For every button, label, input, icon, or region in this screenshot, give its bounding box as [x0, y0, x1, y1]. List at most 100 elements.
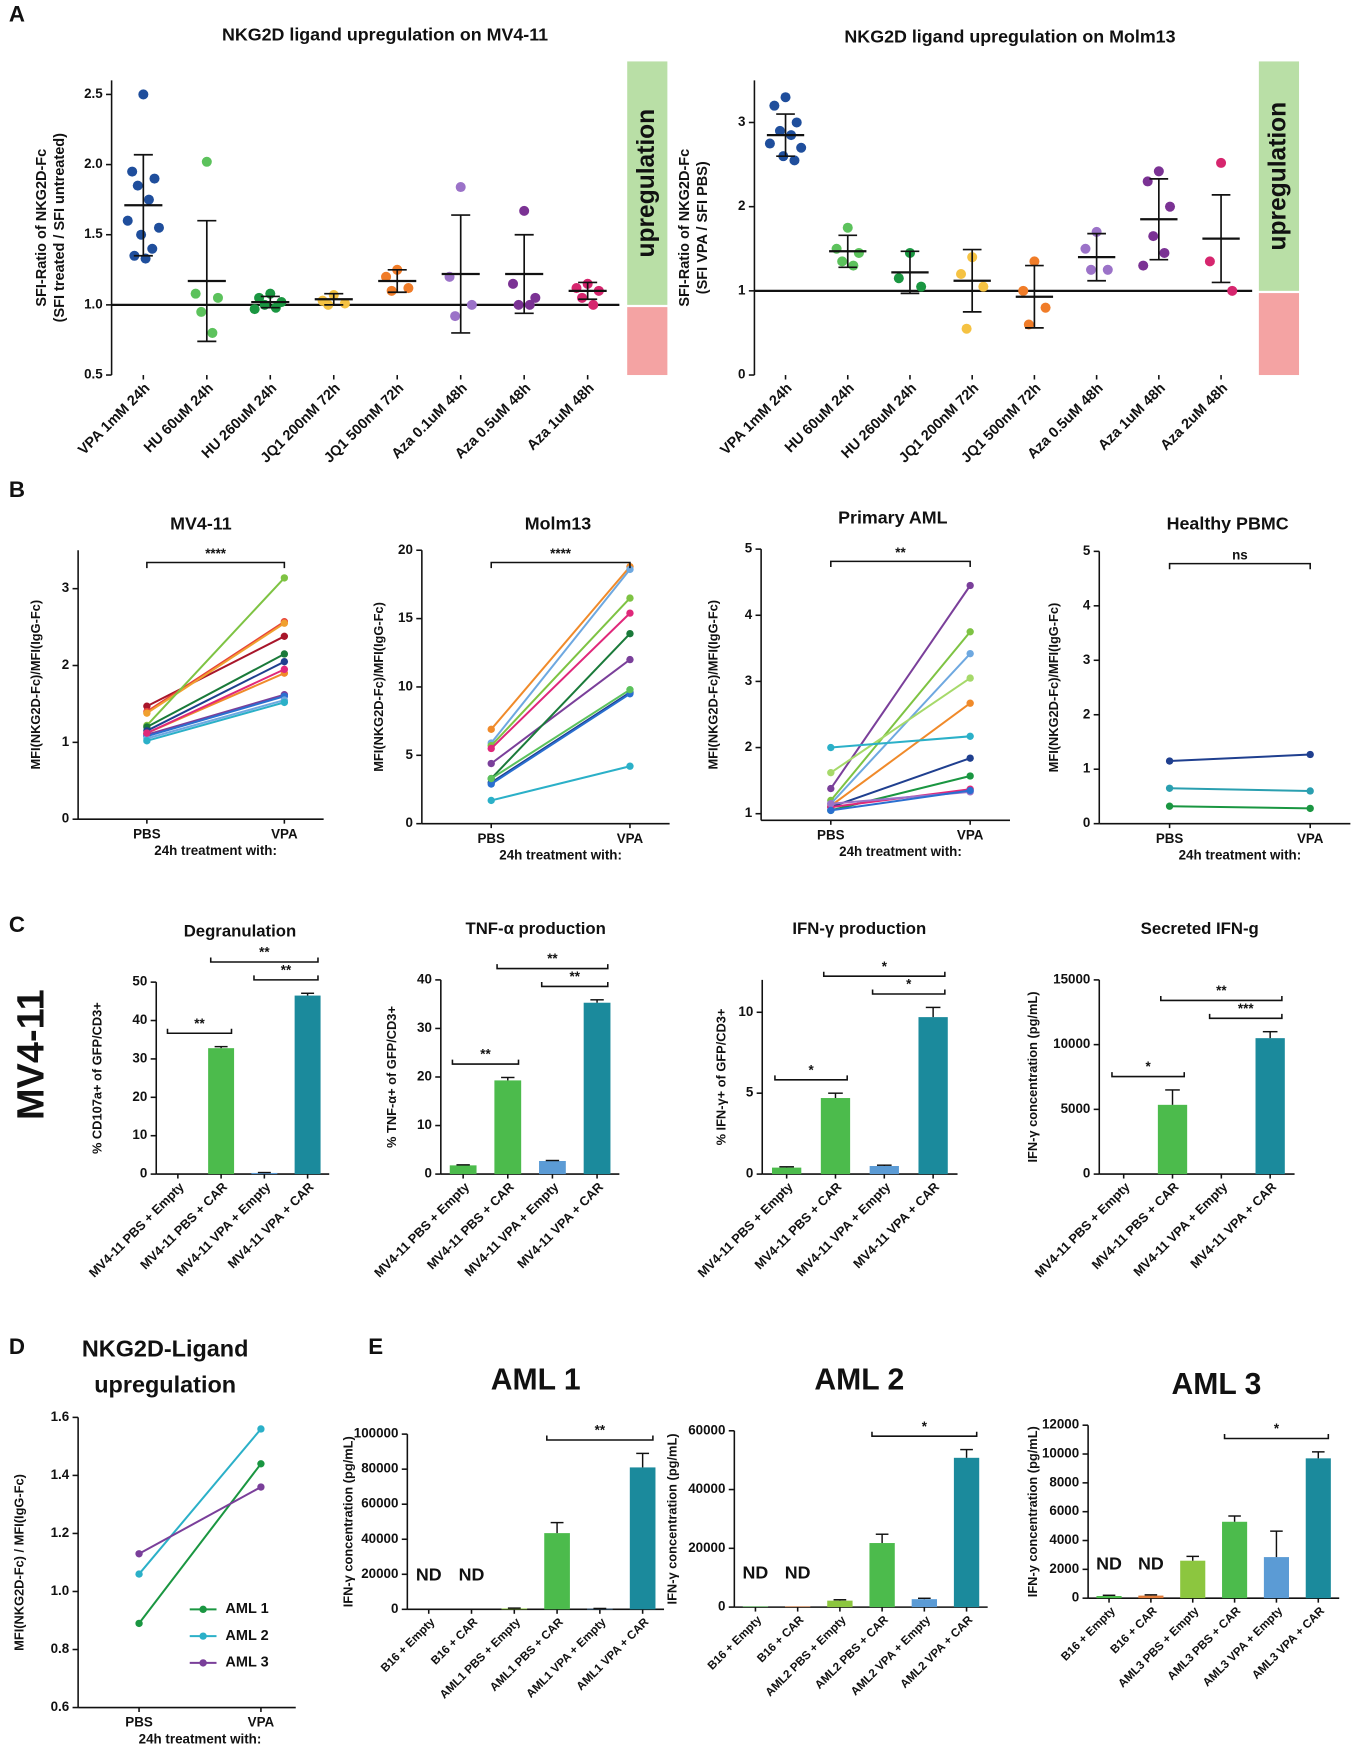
point	[386, 285, 397, 296]
y-tick-label: 5	[746, 1085, 754, 1100]
x-tick-label: MV4-11 PBS + Empty	[695, 1179, 797, 1281]
chart-title: NKG2D-Ligand	[82, 1336, 249, 1362]
panel-label: C	[9, 912, 25, 937]
point	[827, 769, 835, 777]
y-tick-label: 2	[62, 657, 69, 672]
y-axis-label: % TNF-α+ of GFP/CD3+	[384, 1006, 399, 1148]
point	[1142, 176, 1153, 187]
bar	[1157, 1104, 1188, 1175]
series-line	[490, 765, 631, 802]
point	[257, 1483, 265, 1491]
bar	[294, 995, 321, 1175]
y-tick-label: 0	[140, 1166, 147, 1181]
point	[143, 702, 151, 710]
series-line	[146, 620, 285, 713]
point	[1138, 260, 1149, 271]
point	[827, 743, 835, 752]
point	[966, 732, 974, 740]
chart-title: Molm13	[525, 513, 592, 533]
x-tick-label: AML3 VPA + CAR	[1250, 1604, 1328, 1682]
y-tick-label: 40000	[688, 1481, 725, 1496]
y-tick-label: 10	[738, 1004, 753, 1019]
x-tick-label: AML2 VPA + Empty	[848, 1613, 933, 1698]
x-tick-label: VPA	[248, 1715, 275, 1730]
significance-label: ****	[550, 546, 572, 561]
point	[196, 306, 207, 317]
point	[1165, 784, 1174, 792]
point	[280, 657, 289, 666]
significance-bracket	[451, 1059, 520, 1065]
panel-label: A	[9, 2, 25, 27]
y-tick-label: 0	[738, 367, 745, 382]
y-tick-label: 1.2	[51, 1525, 70, 1540]
point	[966, 699, 974, 707]
chart-title: IFN-γ production	[792, 919, 926, 938]
significance-bracket	[1111, 1072, 1186, 1078]
point	[403, 283, 414, 294]
bar	[742, 1606, 769, 1608]
significance-label: **	[480, 1047, 491, 1062]
y-tick-label: 12000	[1042, 1417, 1079, 1432]
annotation: ND	[1096, 1553, 1122, 1573]
point	[1227, 285, 1238, 296]
point	[966, 628, 974, 636]
series-line	[146, 622, 285, 714]
point	[280, 632, 289, 640]
series-line	[830, 702, 971, 807]
point	[249, 304, 260, 315]
bar	[772, 1167, 802, 1175]
point	[1153, 166, 1164, 177]
point	[143, 709, 151, 717]
point	[1148, 231, 1159, 242]
series-line	[138, 1463, 262, 1625]
point	[764, 138, 775, 149]
y-tick-label: 8000	[1049, 1474, 1079, 1489]
annotation: ND	[743, 1562, 769, 1582]
point	[280, 619, 289, 627]
point	[280, 650, 289, 658]
no-change-zone	[627, 307, 668, 376]
zone-label: upregulation	[633, 109, 660, 258]
annotation: ND	[459, 1565, 485, 1585]
point	[450, 311, 461, 322]
significance-bracket	[871, 1431, 978, 1437]
significance-label: **	[1216, 983, 1227, 998]
y-tick-label: 80000	[361, 1461, 398, 1476]
point	[254, 292, 265, 303]
point	[1080, 243, 1091, 254]
y-axis-label: MFI(NKG2D-Fc) / MFI(IgG-Fc)	[11, 1474, 26, 1651]
bar	[544, 1533, 570, 1610]
series-line	[490, 568, 631, 744]
y-tick-label: 0.8	[51, 1641, 70, 1656]
point	[207, 327, 218, 338]
point	[1165, 757, 1174, 765]
y-tick-label: 0	[391, 1601, 398, 1616]
series-line	[138, 1486, 262, 1555]
y-tick-label: 10000	[1053, 1036, 1090, 1051]
point	[466, 299, 477, 310]
series-line	[490, 565, 631, 730]
y-tick-label: 1	[745, 805, 753, 820]
bar	[251, 1172, 278, 1175]
significance-bracket	[830, 560, 971, 567]
chart-title: Primary AML	[838, 508, 948, 528]
y-tick-label: 10	[398, 678, 413, 693]
point	[626, 594, 634, 602]
point	[1216, 157, 1227, 168]
chart-title: NKG2D ligand upregulation on MV4-11	[222, 24, 548, 44]
y-tick-label: 40000	[361, 1531, 398, 1546]
y-tick-label: 0	[718, 1599, 725, 1614]
point	[961, 323, 972, 334]
significance-bracket	[1168, 562, 1311, 570]
point	[827, 800, 835, 808]
series-line	[146, 668, 285, 735]
x-tick-label: PBS	[817, 827, 845, 842]
y-tick-label: 0	[62, 811, 69, 826]
x-tick-label: AML3 VPA + Empty	[1200, 1604, 1285, 1689]
series-line	[490, 612, 631, 750]
legend-marker	[199, 1632, 207, 1640]
x-tick-label: AML2 PBS + CAR	[812, 1613, 891, 1692]
point	[487, 759, 495, 768]
significance-bracket	[540, 981, 609, 988]
point	[138, 89, 149, 100]
